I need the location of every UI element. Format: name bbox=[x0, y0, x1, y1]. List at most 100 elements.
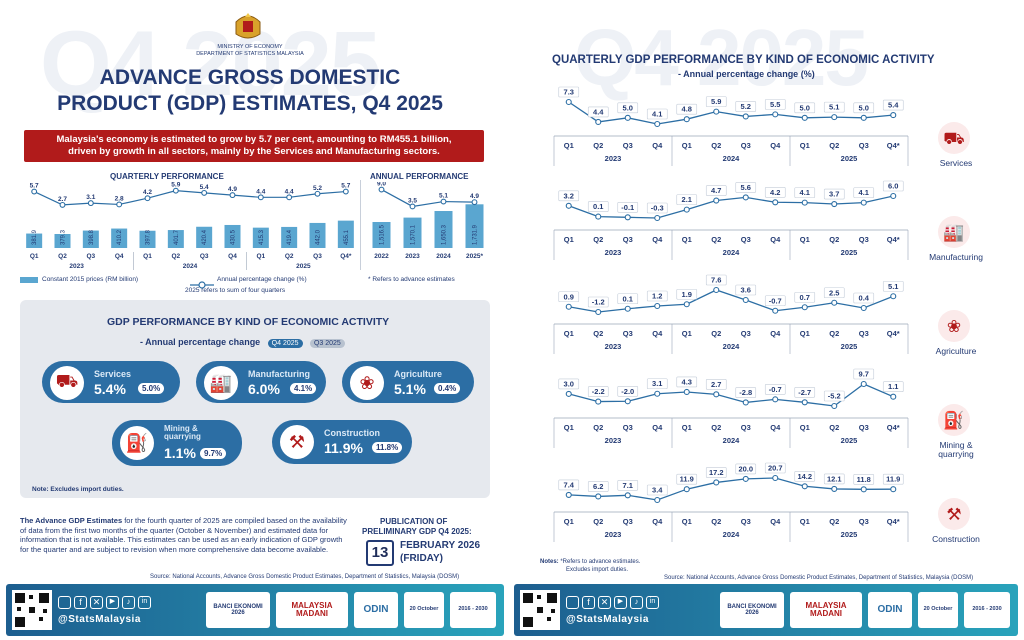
quarterly-bar bbox=[309, 222, 326, 248]
activity-note: Note: Excludes import duties. bbox=[32, 486, 124, 493]
footer-right: f ✕ ▶ ♪ in @StatsMalaysia BANCI EKONOMI … bbox=[514, 584, 1018, 636]
annual-note: * Refers to advance estimates bbox=[368, 276, 455, 283]
youtube-icon[interactable]: ▶ bbox=[614, 596, 627, 609]
tiktok-icon[interactable]: ♪ bbox=[630, 596, 643, 609]
sector-label-box bbox=[853, 292, 875, 304]
quarterly-bar-label: 415.3 bbox=[259, 229, 265, 245]
sector-point bbox=[831, 402, 838, 410]
facebook-icon[interactable]: f bbox=[582, 596, 595, 609]
sector-tick-label: Q3 bbox=[859, 329, 869, 338]
quarterly-tick-label: Q3 bbox=[313, 253, 322, 260]
world-stats-day-logo: 20 October bbox=[404, 592, 444, 628]
linkedin-icon[interactable]: in bbox=[646, 596, 659, 609]
sector-name: Manufacturing bbox=[929, 252, 983, 262]
sector-point bbox=[860, 199, 867, 206]
sector-value-label: 1.2 bbox=[652, 292, 662, 301]
quarterly-growth-point bbox=[286, 194, 293, 201]
youtube-icon[interactable]: ▶ bbox=[106, 596, 119, 609]
ministry-label: MINISTRY OF ECONOMY bbox=[217, 44, 283, 50]
sector-tick-label: Q4 bbox=[652, 423, 663, 432]
sector-label-box bbox=[587, 386, 609, 397]
sector-tick-label: Q3 bbox=[623, 235, 633, 244]
sector-value-label: 5.1 bbox=[888, 282, 898, 291]
manufacturing-value: 6.0% bbox=[248, 381, 280, 397]
quarterly-tick-label: Q4 bbox=[228, 253, 237, 260]
qr-code-icon bbox=[12, 590, 52, 630]
annual-bar bbox=[372, 222, 391, 248]
sector-tick-label: Q4* bbox=[887, 141, 900, 150]
sector-label-box bbox=[735, 284, 757, 296]
sector-value-label: 5.0 bbox=[859, 103, 869, 112]
social-icons[interactable]: f ✕ ▶ ♪ in bbox=[58, 596, 151, 609]
sector-tick-label: Q4 bbox=[770, 423, 781, 432]
facebook-icon[interactable]: f bbox=[74, 596, 87, 609]
social-handle-right[interactable]: @StatsMalaysia bbox=[566, 614, 649, 625]
annual-growth-line bbox=[381, 189, 475, 208]
sector-label-box bbox=[676, 288, 698, 300]
sector-tick-label: Q2 bbox=[593, 235, 603, 244]
instagram-icon[interactable] bbox=[566, 596, 579, 609]
sector-value-label: 4.3 bbox=[682, 377, 692, 386]
sector-tick-label: Q1 bbox=[564, 235, 574, 244]
sector-value-label: 5.5 bbox=[770, 100, 780, 109]
social-icons-right[interactable]: f ✕ ▶ ♪ in bbox=[566, 596, 659, 609]
quarterly-bar bbox=[82, 230, 99, 248]
sector-point bbox=[683, 206, 690, 213]
quarterly-section-title: QUARTERLY PERFORMANCE bbox=[110, 172, 224, 181]
annual-tick-label: 2024 bbox=[436, 253, 451, 260]
sector-point bbox=[624, 305, 631, 312]
sector-point bbox=[683, 116, 690, 123]
agriculture-name: Agriculture bbox=[394, 369, 443, 379]
quarterly-growth-label: 4.2 bbox=[143, 189, 152, 196]
source-left: Source: National Accounts, Advance Gross… bbox=[150, 574, 460, 580]
sector-label-box bbox=[823, 390, 845, 402]
sector-label-box bbox=[617, 385, 639, 397]
sector-pill-mining: ⛽ Mining & quarrying 1.1% 9.7% bbox=[112, 420, 242, 466]
source-right: Source: National Accounts, Advance Gross… bbox=[664, 575, 974, 581]
sector-label-box bbox=[735, 101, 757, 112]
tiktok-icon[interactable]: ♪ bbox=[122, 596, 135, 609]
quarterly-growth-point bbox=[31, 188, 38, 195]
sector-value-label: 3.7 bbox=[829, 190, 839, 199]
sector-label-box bbox=[735, 182, 757, 193]
factory-icon: 🏭 bbox=[943, 223, 964, 242]
odin-logo: ODIN bbox=[354, 592, 398, 628]
sector-name: Services bbox=[940, 158, 973, 168]
sector-tick-label: Q2 bbox=[829, 423, 839, 432]
sector-label-box bbox=[764, 99, 786, 110]
sector-year-label: 2023 bbox=[605, 154, 622, 163]
x-icon[interactable]: ✕ bbox=[598, 596, 611, 609]
quarterly-chart: 381.9 Q1 379.3 Q2 398.8 Q3 410.2 Q4 397.8 Q1 401.7… bbox=[26, 182, 354, 270]
sector-label-box bbox=[587, 481, 609, 492]
annual-growth-point bbox=[471, 199, 478, 206]
banner-line2: driven by growth in all sectors, mainly … bbox=[68, 145, 440, 157]
sector-tick-label: Q2 bbox=[711, 141, 721, 150]
linkedin-icon[interactable]: in bbox=[138, 596, 151, 609]
manufacturing-previous: 4.1% bbox=[290, 383, 317, 394]
instagram-icon[interactable] bbox=[58, 596, 71, 609]
sector-value-label: 14.2 bbox=[797, 472, 812, 481]
sector-name: Construction bbox=[932, 534, 980, 544]
sector-label-box bbox=[853, 474, 875, 485]
sector-tick-label: Q4 bbox=[652, 141, 663, 150]
sector-name: quarrying bbox=[938, 449, 974, 459]
quarterly-bar-label: 442.0 bbox=[316, 229, 322, 245]
annual-growth-label: 5.1 bbox=[439, 193, 448, 200]
quarterly-bar-label: 381.9 bbox=[32, 229, 38, 245]
annual-growth-point bbox=[409, 203, 416, 210]
sector-tick-label: Q3 bbox=[859, 423, 869, 432]
sector-year-label: 2024 bbox=[723, 154, 741, 163]
sector-tick-label: Q2 bbox=[711, 329, 721, 338]
mining-previous: 9.7% bbox=[200, 448, 227, 459]
quarterly-growth-point bbox=[257, 194, 264, 201]
annual-tick-label: 2023 bbox=[405, 253, 420, 260]
social-handle[interactable]: @StatsMalaysia bbox=[58, 614, 141, 625]
x-icon[interactable]: ✕ bbox=[90, 596, 103, 609]
sector-point bbox=[890, 112, 897, 119]
sdg-logo-right: 2016 - 2030 bbox=[964, 592, 1010, 628]
sector-label-box bbox=[882, 99, 904, 111]
sector-tick-label: Q2 bbox=[593, 423, 603, 432]
sector-year-label: 2023 bbox=[605, 248, 622, 257]
sector-point bbox=[801, 114, 808, 121]
quarterly-growth-point bbox=[87, 200, 94, 207]
